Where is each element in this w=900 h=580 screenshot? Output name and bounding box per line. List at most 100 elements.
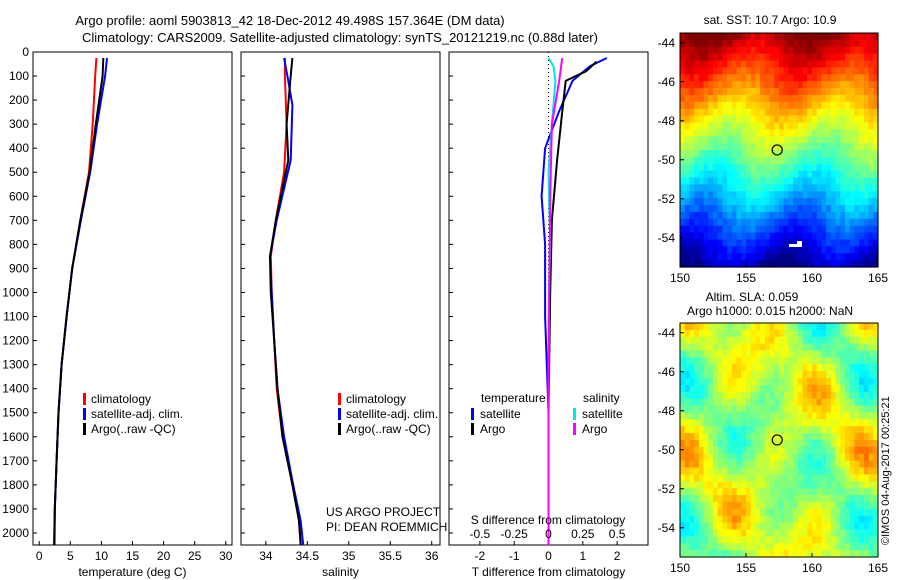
heatmap-cell — [769, 115, 775, 124]
heatmap-cell — [680, 88, 686, 96]
heatmap-cell — [849, 39, 856, 48]
map-x-tick-label: 150 — [670, 271, 690, 285]
heatmap-cell — [835, 218, 841, 227]
heatmap-cell — [845, 515, 851, 524]
heatmap-cell — [868, 474, 874, 482]
heatmap-cell — [854, 357, 860, 365]
heatmap-cell — [680, 543, 686, 551]
heatmap-cell — [783, 191, 790, 199]
heatmap-cell — [849, 495, 856, 503]
heatmap-cell — [821, 129, 827, 137]
heatmap-cell — [713, 343, 719, 352]
heatmap-cell — [731, 405, 738, 414]
x-tick-label: 30 — [219, 549, 233, 563]
heatmap-cell — [755, 536, 761, 544]
heatmap-cell — [741, 33, 747, 41]
heatmap-cell — [689, 184, 695, 192]
heatmap-cell — [788, 433, 794, 441]
heatmap-cell — [802, 74, 808, 82]
heatmap-cell — [698, 488, 705, 496]
heatmap-cell — [868, 364, 874, 372]
heatmap-cell — [826, 218, 832, 227]
heatmap-cell — [731, 398, 738, 407]
heatmap-cell — [680, 550, 686, 558]
heatmap-cell — [703, 460, 709, 469]
heatmap-cell — [713, 136, 719, 144]
pi-annotation: PI: DEAN ROEMMICH — [326, 520, 447, 534]
heatmap-cell — [713, 350, 719, 359]
heatmap-cell — [821, 350, 827, 359]
heatmap-cell — [835, 101, 841, 110]
heatmap-cell — [736, 336, 742, 345]
heatmap-cell — [746, 426, 752, 434]
heatmap-cell — [816, 419, 823, 427]
heatmap-cell — [722, 543, 728, 551]
heatmap-cell — [722, 88, 728, 96]
heatmap-cell — [835, 108, 841, 117]
heatmap-cell — [713, 39, 719, 48]
heatmap-cell — [764, 211, 771, 220]
heatmap-cell — [797, 460, 804, 469]
heatmap-cell — [703, 67, 709, 75]
heatmap-cell — [797, 536, 804, 544]
heatmap-cell — [722, 67, 728, 75]
heatmap-cell — [731, 143, 738, 151]
heatmap-cell — [680, 81, 686, 89]
heatmap-cell — [727, 163, 733, 172]
heatmap-cell — [750, 101, 757, 110]
heatmap-cell — [708, 433, 714, 441]
heatmap-cell — [873, 467, 879, 476]
heatmap-cell — [680, 143, 686, 151]
heatmap-cell — [698, 323, 705, 331]
heatmap-cell — [840, 218, 846, 227]
heatmap-cell — [845, 495, 851, 503]
heatmap-cell — [845, 357, 851, 365]
heatmap-cell — [868, 508, 874, 517]
heatmap-cell — [840, 46, 846, 55]
heatmap-cell — [868, 239, 874, 247]
heatmap-cell — [835, 329, 841, 338]
heatmap-cell — [755, 156, 761, 165]
heatmap-cell — [755, 94, 761, 103]
heatmap-cell — [859, 391, 865, 400]
heatmap-cell — [736, 433, 742, 441]
heatmap-cell — [830, 150, 837, 158]
heatmap-cell — [698, 150, 705, 158]
heatmap-cell — [873, 474, 879, 482]
heatmap-cell — [779, 88, 785, 96]
heatmap-cell — [779, 150, 785, 158]
heatmap-cell — [807, 129, 813, 137]
heatmap-cell — [812, 60, 818, 69]
heatmap-cell — [845, 129, 851, 137]
heatmap-cell — [840, 495, 846, 503]
heatmap-cell — [731, 108, 738, 117]
heatmap-cell — [760, 398, 766, 407]
heatmap-cell — [774, 67, 780, 75]
heatmap-cell — [689, 350, 695, 359]
heatmap-cell — [788, 163, 794, 172]
heatmap-cell — [863, 39, 870, 48]
heatmap-cell — [821, 205, 827, 213]
heatmap-cell — [750, 446, 757, 455]
series-line-argo---raw--qc- — [53, 57, 105, 546]
heatmap-cell — [779, 488, 785, 496]
heatmap-cell — [746, 218, 752, 227]
heatmap-cell — [835, 81, 841, 89]
heatmap-cell — [680, 191, 686, 199]
heatmap-cell — [830, 122, 837, 130]
heatmap-cell — [736, 260, 742, 268]
heatmap-cell — [731, 412, 738, 420]
heatmap-cell — [769, 60, 775, 69]
heatmap-cell — [816, 543, 823, 551]
heatmap-cell — [764, 350, 771, 359]
heatmap-cell — [703, 33, 709, 41]
heatmap-cell — [736, 33, 742, 41]
heatmap-cell — [689, 543, 695, 551]
heatmap-cell — [680, 323, 686, 331]
map-y-tick-label: -48 — [658, 114, 676, 128]
heatmap-cell — [741, 115, 747, 124]
heatmap-cell — [812, 501, 818, 510]
heatmap-cell — [703, 440, 709, 448]
heatmap-cell — [755, 246, 761, 254]
heatmap-cell — [816, 474, 823, 482]
